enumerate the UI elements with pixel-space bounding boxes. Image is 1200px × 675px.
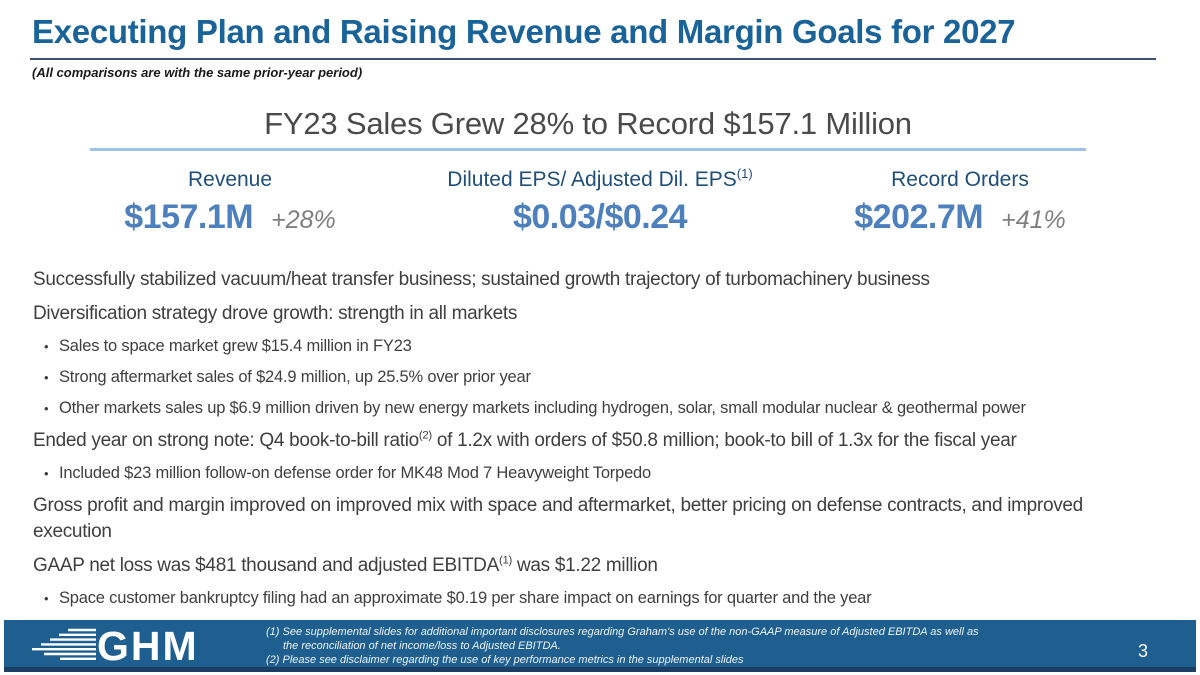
bullet-icon: • — [44, 339, 49, 354]
metric-orders-value-row: $202.7M +41% — [760, 198, 1160, 237]
paragraph-text: GAAP net loss was $481 thousand and adju… — [33, 555, 499, 576]
bullet-icon: • — [44, 591, 49, 606]
bullet-text: Strong aftermarket sales of $24.9 millio… — [59, 368, 531, 386]
bullet-icon: • — [44, 370, 49, 385]
bullet-text: Sales to space market grew $15.4 million… — [59, 337, 412, 355]
body-paragraph: Diversification strategy drove growth: s… — [33, 303, 518, 324]
metric-eps-value: $0.03/$0.24 — [512, 198, 688, 236]
metric-orders-value: $202.7M — [854, 198, 984, 236]
metric-orders-change: +41% — [1001, 206, 1066, 234]
body-paragraph: Successfully stabilized vacuum/heat tran… — [33, 269, 930, 290]
bullet-item: • Included $23 million follow-on defense … — [33, 462, 1193, 484]
ghm-logo-icon: GHM — [32, 623, 199, 669]
ghm-logo: GHM — [30, 621, 230, 672]
body-paragraph: Gross profit and margin improved on impr… — [33, 495, 1083, 542]
footnotes: (1) See supplemental slides for addition… — [266, 626, 996, 669]
metric-revenue-label: Revenue — [187, 168, 273, 191]
bullet-text: Space customer bankruptcy filing had an … — [59, 589, 872, 607]
slide-title: Executing Plan and Raising Revenue and M… — [32, 13, 1016, 50]
paragraph-text: Ended year on strong note: Q4 book-to-bi… — [33, 430, 419, 451]
comparison-note: (All comparisons are with the same prior… — [32, 65, 363, 80]
bullet-icon: • — [44, 466, 49, 481]
bullet-icon: • — [44, 401, 49, 416]
bullet-text: Included $23 million follow-on defense o… — [59, 464, 651, 482]
bullet-item: • Sales to space market grew $15.4 millio… — [33, 335, 1193, 357]
body-paragraph: GAAP net loss was $481 thousand and adju… — [33, 553, 1193, 579]
footnote-1: (1) See supplemental slides for addition… — [266, 626, 979, 652]
title-underline — [30, 58, 1156, 60]
metric-revenue-value-row: $157.1M +28% — [30, 198, 430, 237]
metric-revenue-value: $157.1M — [124, 198, 254, 236]
metric-eps-value-row: $0.03/$0.24 — [400, 198, 800, 237]
metric-revenue-change: +28% — [271, 206, 336, 234]
footer-accent-strip — [4, 667, 1196, 672]
bullet-item: • Strong aftermarket sales of $24.9 milli… — [33, 366, 1193, 388]
page-number: 3 — [1137, 641, 1148, 661]
footnote-marker: (2) — [418, 429, 432, 442]
footer-bar: GHM (1) See supplemental slides for addi… — [4, 620, 1196, 669]
paragraph-text: was $1.22 million — [512, 555, 658, 576]
bullet-item: • Space customer bankruptcy filing had an… — [33, 587, 1193, 609]
headline-underline — [90, 148, 1086, 151]
metric-revenue: Revenue $157.1M +28% — [30, 168, 430, 237]
footnote-marker: (1) — [498, 554, 513, 567]
body-content: Successfully stabilized vacuum/heat tran… — [33, 267, 1193, 618]
metric-eps: Diluted EPS/ Adjusted Dil. EPS(1) $0.03/… — [400, 166, 800, 237]
footnote-2: (2) Please see disclaimer regarding the … — [266, 654, 744, 666]
metric-eps-label-text: Diluted EPS/ Adjusted Dil. EPS — [447, 168, 737, 191]
metric-eps-footnote-marker: (1) — [736, 166, 753, 181]
bullet-item: • Other markets sales up $6.9 million dri… — [33, 397, 1193, 419]
bullet-text: Other markets sales up $6.9 million driv… — [59, 399, 1026, 417]
paragraph-text: of 1.2x with orders of $50.8 million; bo… — [431, 430, 1017, 451]
metric-orders-label: Record Orders — [891, 168, 1029, 191]
ghm-logo-text: GHM — [97, 623, 199, 667]
body-paragraph: Ended year on strong note: Q4 book-to-bi… — [33, 428, 1193, 454]
metric-eps-label: Diluted EPS/ Adjusted Dil. EPS(1) — [400, 166, 800, 192]
metric-orders: Record Orders $202.7M +41% — [760, 168, 1160, 237]
sales-headline: FY23 Sales Grew 28% to Record $157.1 Mil… — [264, 106, 912, 141]
